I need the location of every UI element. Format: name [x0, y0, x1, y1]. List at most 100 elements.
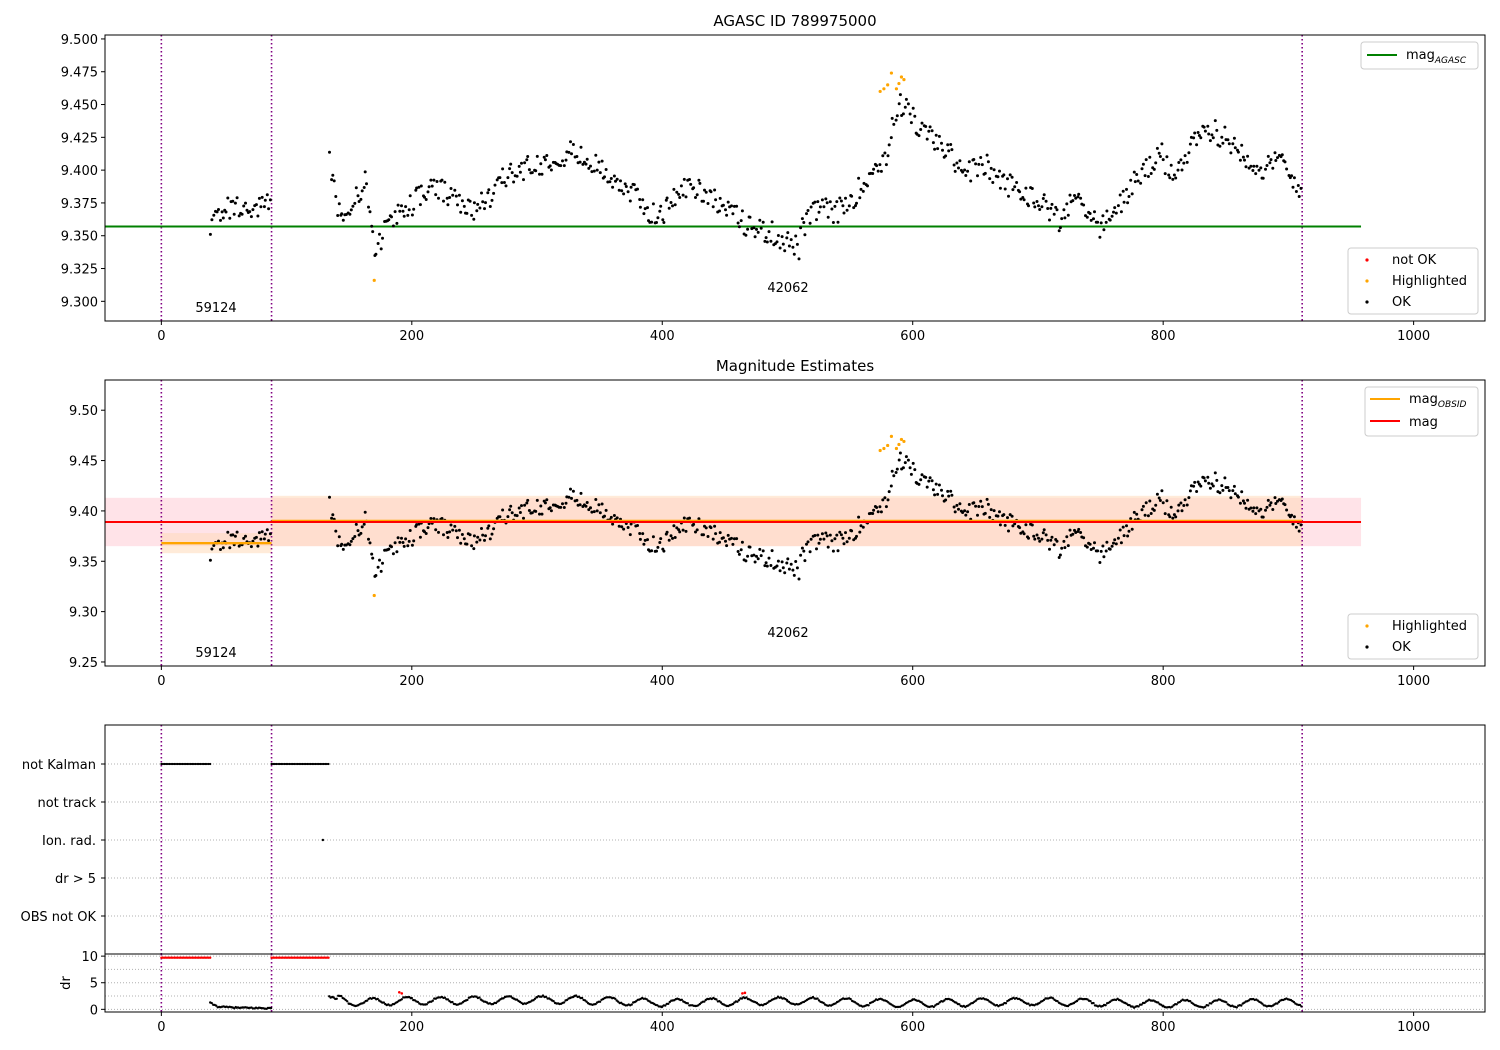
ok-point — [1085, 215, 1089, 219]
ok-point — [953, 510, 957, 514]
flag-point — [204, 762, 207, 766]
ok-point — [808, 221, 812, 225]
flag-point — [270, 762, 273, 766]
ok-point — [567, 150, 571, 154]
ok-point — [1015, 181, 1019, 184]
ok-point — [587, 166, 591, 170]
ok-point — [1255, 506, 1259, 510]
ok-point — [564, 158, 568, 162]
ok-point — [1292, 515, 1296, 519]
ok-point — [820, 198, 824, 202]
ok-point — [349, 208, 353, 212]
ok-point — [594, 498, 598, 501]
ok-point — [228, 546, 232, 550]
ok-point — [512, 180, 516, 184]
ok-point — [759, 226, 763, 230]
ok-point — [603, 514, 606, 518]
p2-ytick-label: 9.25 — [69, 656, 98, 671]
panel-2-title: Magnitude Estimates — [716, 357, 874, 375]
ok-point — [228, 216, 232, 220]
ok-point — [770, 549, 774, 553]
ok-point — [709, 190, 713, 194]
ok-point — [603, 175, 606, 179]
flag-point — [170, 762, 173, 766]
flag-point — [179, 762, 182, 766]
ok-point — [400, 204, 403, 208]
ok-point — [1139, 181, 1143, 185]
ok-point — [1179, 501, 1183, 505]
ok-point — [1093, 541, 1096, 545]
panel-1-title: AGASC ID 789975000 — [713, 12, 876, 30]
ok-point — [1074, 196, 1078, 200]
ok-point — [604, 508, 608, 512]
ok-point — [866, 184, 869, 188]
ok-point — [570, 496, 573, 500]
ok-point — [966, 169, 970, 173]
ok-point — [1127, 529, 1131, 533]
ok-point — [571, 143, 575, 146]
ok-point — [838, 530, 842, 534]
dr-ok-point — [1004, 1002, 1008, 1005]
ok-point — [334, 195, 338, 198]
dr-ok-point — [446, 998, 450, 1001]
flag-point — [325, 762, 328, 766]
ok-point — [881, 498, 885, 502]
ok-point — [739, 548, 743, 552]
ok-point — [991, 181, 995, 184]
not-ok-point — [194, 956, 197, 959]
ok-point — [678, 196, 682, 199]
ok-point — [1114, 542, 1118, 546]
ok-point — [718, 209, 721, 213]
ok-point — [1269, 501, 1273, 505]
ok-point — [488, 537, 492, 541]
ok-point — [1101, 544, 1105, 548]
ok-point — [1105, 540, 1109, 544]
ok-point — [1251, 509, 1255, 513]
ok-point — [442, 533, 445, 537]
ok-point — [1063, 216, 1067, 220]
ok-point — [756, 230, 760, 234]
ok-point — [1068, 528, 1072, 532]
dr-ok-point — [958, 1003, 961, 1006]
dr-ok-point — [1042, 998, 1046, 1002]
ok-point — [673, 536, 677, 539]
ok-point — [816, 533, 820, 537]
ok-point — [1188, 489, 1192, 493]
ok-point — [406, 213, 410, 217]
ok-point — [460, 199, 464, 203]
ok-point — [1187, 496, 1191, 500]
ok-point — [410, 543, 414, 547]
ok-point — [492, 191, 496, 195]
dr-ok-point — [745, 996, 748, 999]
ok-point — [1208, 486, 1212, 490]
ok-point — [709, 526, 713, 530]
ok-point — [332, 179, 336, 183]
highlighted-point — [897, 442, 901, 447]
ok-point — [569, 487, 572, 491]
ok-point — [1264, 508, 1267, 512]
ok-point — [1065, 202, 1069, 206]
ok-point — [830, 207, 834, 211]
ok-point — [1110, 544, 1114, 548]
ok-point — [415, 186, 419, 190]
ok-point — [611, 185, 615, 189]
ok-point — [753, 560, 757, 564]
ok-point — [813, 534, 817, 537]
ok-point — [1236, 150, 1240, 154]
ok-point — [1125, 187, 1128, 191]
ok-point — [571, 489, 575, 493]
ok-point — [787, 567, 791, 571]
ok-point — [1062, 208, 1066, 212]
ok-point — [731, 542, 735, 546]
ok-point — [1249, 506, 1253, 510]
ok-point — [1092, 546, 1095, 550]
ok-point — [1058, 226, 1062, 230]
ok-point — [454, 194, 458, 198]
ok-point — [636, 187, 639, 191]
ok-point — [501, 508, 505, 512]
ok-point — [534, 509, 538, 513]
ok-point — [1032, 534, 1036, 538]
ok-point — [249, 215, 253, 219]
ok-point — [650, 220, 654, 224]
